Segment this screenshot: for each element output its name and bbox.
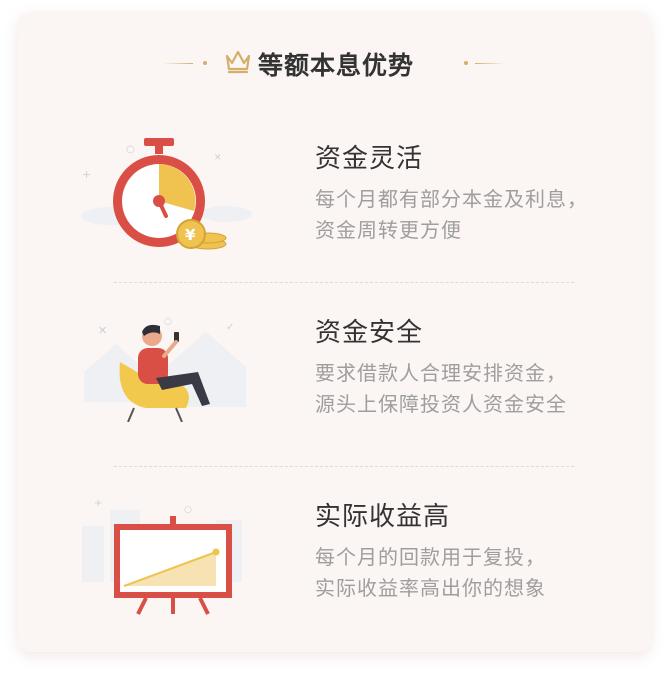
stopwatch-coin-icon: ○ ✕ + ¥ [81,138,252,250]
section-title: 等额本息优势 [258,51,415,80]
feature-safe: ✕ ✓ ○ 资金安全 要求借款人合理安排资金， 源头上保障投资人资金安全 [18,312,651,462]
svg-text:+: + [94,498,102,509]
advantages-card: 等额本息优势 ○ ✕ + ¥ 资金灵活 每个 [18,12,651,652]
feature-title: 资金灵活 [315,144,424,174]
section-divider [114,466,574,467]
person-armchair-icon: ✕ ✓ ○ [84,317,246,422]
feature-desc: 每个月都有部分本金及利息， 资金周转更方便 [315,187,588,242]
chart-board-icon: + ○ [82,498,242,615]
feature-title: 资金安全 [315,318,424,348]
feature-title: 实际收益高 [315,502,451,532]
feature-high-yield: + ○ 实际收益高 每个月的回款用于复投， 实际收益率高出你的想象 [18,496,651,646]
svg-text:○: ○ [126,144,135,155]
svg-text:○: ○ [164,317,172,327]
svg-text:¥: ¥ [185,226,196,244]
feature-desc: 要求借款人合理安排资金， 源头上保障投资人资金安全 [315,361,567,416]
svg-text:✕: ✕ [214,153,222,163]
header-dot-right [464,61,468,65]
header-dot-left [203,61,207,65]
feature-flexible: ○ ✕ + ¥ 资金灵活 每个月都有部分本金及利息， 资金周转更方便 [18,138,651,288]
svg-text:✕: ✕ [98,324,107,337]
section-header: 等额本息优势 [18,42,651,82]
svg-text:+: + [82,168,91,181]
svg-text:✓: ✓ [226,322,234,333]
header-line-left [163,63,193,64]
header-line-right [475,63,505,64]
feature-desc: 每个月的回款用于复投， 实际收益率高出你的想象 [315,545,546,600]
section-divider [114,282,574,283]
crown-icon [225,50,251,74]
svg-text:○: ○ [184,505,192,515]
